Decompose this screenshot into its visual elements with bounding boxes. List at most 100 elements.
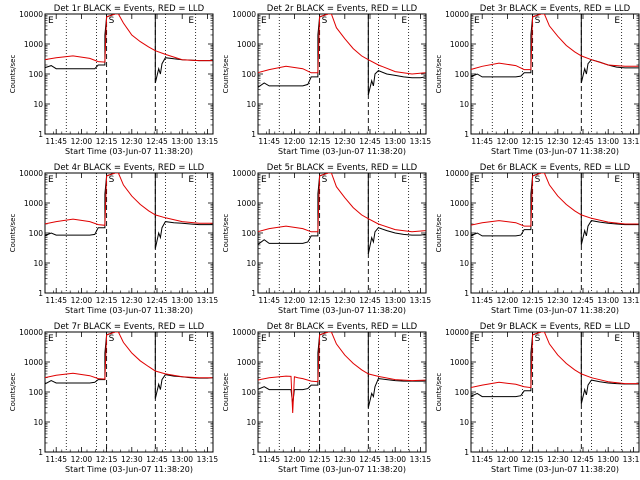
y-tick-label: 1 (464, 289, 469, 298)
x-tick-label: 12:30 (334, 455, 356, 464)
y-tick-label: 10000 (232, 169, 256, 178)
y-tick-label: 10000 (445, 10, 469, 19)
x-tick-label: 12:30 (547, 296, 569, 305)
chart-title: Det 6r BLACK = Events, RED = LLD (480, 163, 631, 173)
y-tick-label: 10 (459, 100, 469, 109)
x-tick-label: 12:15 (522, 137, 544, 146)
lld-series-line (258, 173, 426, 233)
x-tick-label: 12:15 (96, 296, 118, 305)
segment-marker-label: E (261, 16, 267, 26)
x-tick-label: 13:15 (623, 296, 640, 305)
segment-marker-label: E (401, 16, 407, 26)
x-tick-label: 11:45 (45, 296, 67, 305)
y-tick-label: 10 (246, 418, 256, 427)
x-tick-label: 12:00 (284, 455, 306, 464)
x-tick-label: 12:45 (359, 455, 381, 464)
events-series-line (471, 332, 639, 405)
events-series-line (471, 14, 639, 84)
x-tick-label: 12:00 (284, 137, 306, 146)
x-tick-label: 13:15 (197, 137, 219, 146)
y-tick-label: 10000 (232, 328, 256, 337)
x-axis-label: Start Time (03-Jun-07 11:38:20) (65, 306, 193, 315)
x-axis-label: Start Time (03-Jun-07 11:38:20) (65, 465, 193, 474)
chart-title: Det 8r BLACK = Events, RED = LLD (267, 322, 418, 332)
segment-marker-label: E (614, 334, 620, 344)
y-tick-label: 10000 (232, 10, 256, 19)
x-tick-label: 12:30 (121, 137, 143, 146)
x-tick-label: 12:45 (146, 296, 168, 305)
segment-marker-label: E (261, 334, 267, 344)
lld-series-line (471, 173, 639, 227)
chart-panel-7: Det 7r BLACK = Events, RED = LLD 1 10 100 10… (9, 322, 218, 474)
x-tick-label: 12:45 (359, 296, 381, 305)
x-tick-label: 11:45 (45, 137, 67, 146)
y-tick-label: 1 (38, 289, 43, 298)
y-tick-label: 1000 (237, 40, 256, 49)
x-tick-label: 12:45 (146, 137, 168, 146)
segment-marker-label: E (474, 175, 480, 185)
x-tick-label: 11:45 (258, 137, 280, 146)
x-tick-label: 13:00 (597, 455, 619, 464)
x-tick-label: 13:15 (197, 455, 219, 464)
y-tick-label: 1000 (24, 40, 43, 49)
chart-title: Det 4r BLACK = Events, RED = LLD (54, 163, 205, 173)
x-tick-label: 12:30 (121, 455, 143, 464)
y-tick-label: 10 (459, 418, 469, 427)
events-series-line (471, 173, 639, 246)
x-tick-label: 12:45 (359, 137, 381, 146)
y-tick-label: 100 (29, 70, 44, 79)
lld-series-line (258, 14, 426, 75)
x-tick-label: 13:15 (197, 296, 219, 305)
y-tick-label: 100 (455, 70, 470, 79)
plot-frame (44, 13, 214, 135)
y-tick-label: 1000 (450, 358, 469, 367)
chart-title: Det 3r BLACK = Events, RED = LLD (480, 4, 631, 14)
x-tick-label: 11:45 (471, 296, 493, 305)
segment-marker-label: E (188, 175, 194, 185)
x-tick-label: 13:00 (171, 296, 193, 305)
y-tick-label: 10 (246, 100, 256, 109)
x-tick-label: 11:45 (45, 455, 67, 464)
y-tick-label: 10000 (19, 169, 43, 178)
segment-marker-label: E (188, 16, 194, 26)
y-axis-label: Counts/sec (222, 373, 230, 412)
plot-frame (44, 172, 214, 294)
y-tick-label: 1 (251, 130, 256, 139)
x-tick-label: 13:15 (623, 455, 640, 464)
x-tick-label: 12:00 (71, 296, 93, 305)
plot-frame (470, 331, 640, 453)
x-tick-label: 13:15 (623, 137, 640, 146)
x-tick-label: 12:15 (309, 455, 331, 464)
plot-frame (470, 172, 640, 294)
chart-title: Det 7r BLACK = Events, RED = LLD (54, 322, 205, 332)
y-tick-label: 1 (38, 130, 43, 139)
x-tick-label: 12:00 (497, 137, 519, 146)
x-tick-label: 12:00 (284, 296, 306, 305)
y-tick-label: 1 (251, 289, 256, 298)
x-tick-label: 12:30 (547, 137, 569, 146)
x-tick-label: 11:45 (471, 137, 493, 146)
lld-series-line (471, 332, 639, 389)
segment-marker-label: S (535, 175, 541, 185)
x-tick-label: 13:15 (410, 455, 432, 464)
y-tick-label: 1 (38, 448, 43, 457)
y-tick-label: 1 (464, 130, 469, 139)
x-tick-label: 13:00 (384, 296, 406, 305)
y-axis-label: Counts/sec (222, 55, 230, 94)
x-tick-label: 13:00 (384, 455, 406, 464)
y-tick-label: 10000 (445, 328, 469, 337)
y-axis-label: Counts/sec (222, 214, 230, 253)
x-tick-label: 12:15 (522, 455, 544, 464)
chart-title: Det 1r BLACK = Events, RED = LLD (54, 4, 205, 14)
x-tick-label: 11:45 (471, 455, 493, 464)
x-tick-label: 12:15 (522, 296, 544, 305)
x-tick-label: 12:15 (309, 137, 331, 146)
y-tick-label: 10 (33, 418, 43, 427)
x-axis-label: Start Time (03-Jun-07 11:38:20) (491, 306, 619, 315)
y-tick-label: 10000 (445, 169, 469, 178)
y-tick-label: 10 (459, 259, 469, 268)
x-tick-label: 12:30 (547, 455, 569, 464)
y-tick-label: 100 (242, 229, 257, 238)
x-tick-label: 11:45 (258, 455, 280, 464)
x-tick-label: 12:00 (71, 137, 93, 146)
